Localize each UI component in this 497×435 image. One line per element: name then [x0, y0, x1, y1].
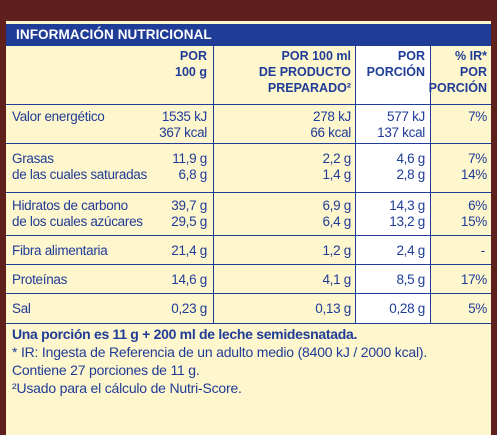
cell-prepared: 4,1 g [322, 272, 351, 287]
cell-per100: 11,9 g [172, 151, 207, 166]
row-label: Proteínas [12, 272, 68, 287]
cell-per100: 14,6 g [171, 272, 207, 287]
cell-per100: 367 kcal [159, 125, 207, 140]
cell-prepared: 278 kJ [313, 109, 351, 124]
cell-per100: 21,4 g [171, 243, 207, 258]
footnote-nutriscore: ²Usado para el cálculo de Nutri-Score. [12, 380, 242, 396]
title-bar: INFORMACIÓN NUTRICIONAL [6, 24, 491, 46]
row-label: de las cuales saturadas [12, 167, 147, 182]
header-prepared-line3: PREPARADO² [267, 81, 351, 95]
footnote-servings: Contiene 27 porciones de 11 g. [12, 362, 200, 378]
table-bottom-line [6, 323, 491, 324]
row-label: Fibra alimentaria [12, 243, 108, 258]
cell-prepared: 2,2 g [322, 151, 351, 166]
cell-prepared: 6,4 g [322, 214, 351, 229]
column-divider [213, 46, 214, 323]
row-label: Sal [12, 301, 31, 316]
cell-portion: 577 kJ [387, 109, 425, 124]
cell-prepared: 6,9 g [322, 198, 351, 213]
row-divider [6, 293, 491, 294]
header-ir-line1: % IR* [455, 49, 487, 63]
row-label: Valor energético [12, 109, 105, 124]
cell-prepared: 0,13 g [315, 301, 351, 316]
table-title: INFORMACIÓN NUTRICIONAL [16, 27, 212, 42]
cell-prepared: 66 kcal [310, 125, 351, 140]
footnote-ir: * IR: Ingesta de Referencia de un adulto… [12, 344, 428, 360]
header-divider [6, 104, 491, 105]
row-label: Grasas [12, 151, 54, 166]
footnote-portion: Una porción es 11 g + 200 ml de leche se… [12, 326, 358, 342]
cell-portion: 14,3 g [389, 198, 425, 213]
cell-ir: 6% [468, 198, 487, 213]
header-portion-line1: POR [397, 49, 425, 63]
cell-portion: 2,4 g [396, 243, 425, 258]
row-divider [6, 264, 491, 265]
header-per100-line1: POR [179, 49, 207, 63]
cell-ir: 7% [468, 109, 487, 124]
row-label: de los cuales azúcares [12, 214, 143, 229]
cell-ir: 15% [460, 214, 487, 229]
row-divider [6, 192, 491, 193]
cell-per100: 6,8 g [178, 167, 207, 182]
header-per100-line2: 100 g [175, 65, 207, 79]
cell-per100: 39,7 g [171, 198, 207, 213]
header-prepared-line2: DE PRODUCTO [258, 65, 351, 79]
cell-prepared: 1,2 g [322, 243, 351, 258]
cell-per100: 0,23 g [171, 301, 207, 316]
cell-portion: 2,8 g [396, 167, 425, 182]
header-ir-line2: POR [459, 65, 487, 79]
cell-portion: 8,5 g [396, 272, 425, 287]
cell-ir: 5% [468, 301, 487, 316]
cell-portion: 0,28 g [389, 301, 425, 316]
column-divider [355, 46, 356, 323]
cell-ir: 7% [468, 151, 487, 166]
cell-per100: 29,5 g [171, 214, 207, 229]
header-portion-line2: PORCIÓN [366, 65, 425, 79]
row-divider [6, 143, 491, 144]
cell-per100: 1535 kJ [161, 109, 207, 124]
portion-column-highlight [355, 46, 430, 323]
header-prepared-line1: POR 100 ml [281, 49, 351, 63]
column-divider [430, 46, 431, 323]
cell-prepared: 1,4 g [322, 167, 351, 182]
cell-portion: 4,6 g [396, 151, 425, 166]
row-divider [6, 235, 491, 236]
cell-ir: 17% [460, 272, 487, 287]
cell-portion: 13,2 g [389, 214, 425, 229]
cell-portion: 137 kcal [377, 125, 425, 140]
cell-ir: 14% [460, 167, 487, 182]
cell-ir: - [480, 243, 486, 258]
row-label: Hidratos de carbono [12, 198, 128, 213]
header-ir-line3: PORCIÓN [428, 81, 487, 95]
